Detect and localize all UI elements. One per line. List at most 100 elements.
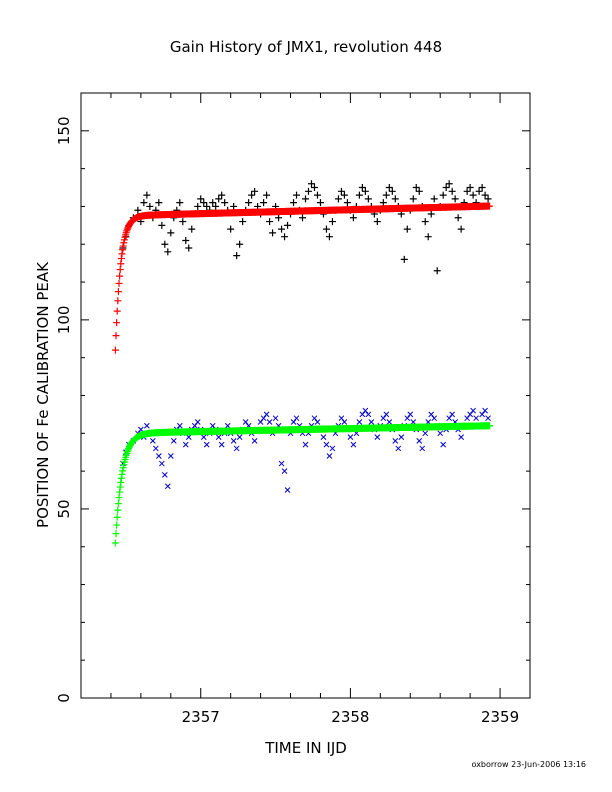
data-point-blue xyxy=(230,438,237,444)
fit-point-green xyxy=(113,521,121,529)
data-point-blue xyxy=(359,411,366,418)
data-point-blue xyxy=(440,441,447,448)
fit-point-red xyxy=(111,346,119,354)
data-point-blue xyxy=(311,415,318,422)
data-point-black xyxy=(343,199,351,207)
data-point-black xyxy=(322,225,330,233)
data-point-black xyxy=(412,184,420,192)
data-point-black xyxy=(197,195,205,203)
data-point-black xyxy=(334,195,342,203)
data-point-black xyxy=(212,202,220,210)
data-point-black xyxy=(176,199,184,207)
footer-credit: oxborrow 23-Jun-2006 13:16 xyxy=(472,760,586,769)
fit-point-green xyxy=(486,422,494,430)
data-point-blue xyxy=(326,453,333,459)
data-point-blue xyxy=(386,419,393,425)
data-point-blue xyxy=(446,415,453,422)
data-point-black xyxy=(391,195,399,203)
data-point-black xyxy=(337,187,345,195)
data-point-black xyxy=(325,233,333,241)
data-point-blue xyxy=(341,419,348,425)
data-point-blue xyxy=(260,415,267,422)
data-point-blue xyxy=(266,419,273,425)
data-point-black xyxy=(448,187,456,195)
data-point-blue xyxy=(404,415,411,422)
data-point-blue xyxy=(428,411,435,418)
data-point-black xyxy=(433,267,441,275)
data-point-blue xyxy=(449,411,456,418)
data-point-blue xyxy=(347,434,354,440)
data-point-black xyxy=(307,180,315,188)
data-point-black xyxy=(358,184,366,192)
data-point-blue xyxy=(380,415,387,422)
data-point-blue xyxy=(392,438,399,444)
data-point-black xyxy=(475,187,483,195)
data-point-blue xyxy=(407,411,414,418)
data-point-blue xyxy=(164,483,171,490)
data-point-black xyxy=(290,199,298,207)
data-point-blue xyxy=(218,441,225,448)
data-point-blue xyxy=(485,415,491,422)
fit-point-red xyxy=(112,332,120,340)
data-point-blue xyxy=(464,415,470,422)
data-point-black xyxy=(385,184,393,192)
data-point-blue xyxy=(209,422,216,429)
data-point-black xyxy=(179,218,187,226)
data-point-blue xyxy=(281,468,288,474)
data-point-blue xyxy=(350,441,357,448)
data-point-blue xyxy=(338,415,345,422)
data-point-blue xyxy=(257,419,264,425)
data-point-black xyxy=(469,191,477,199)
data-point-black xyxy=(260,199,268,207)
data-point-black xyxy=(328,218,336,226)
data-point-blue xyxy=(431,415,438,422)
data-point-blue xyxy=(185,434,192,440)
data-point-blue xyxy=(422,430,429,437)
data-point-blue xyxy=(143,422,150,429)
data-point-blue xyxy=(224,422,231,429)
data-point-blue xyxy=(458,434,465,440)
fit-point-red xyxy=(486,202,494,210)
fit-point-red xyxy=(116,272,124,280)
fit-point-red xyxy=(113,319,121,327)
data-point-blue xyxy=(161,472,168,478)
axes: 0 50 100 150 2357 2358 2359 xyxy=(55,92,531,726)
data-point-blue xyxy=(251,438,258,444)
data-point-blue xyxy=(263,411,270,418)
data-point-black xyxy=(355,191,363,199)
data-point-blue xyxy=(236,434,243,440)
data-point-black xyxy=(188,225,196,233)
data-point-black xyxy=(302,195,309,203)
data-point-black xyxy=(430,195,438,203)
data-point-blue xyxy=(167,453,174,459)
data-point-black xyxy=(427,210,435,218)
x-tick-label: 2358 xyxy=(331,708,369,726)
data-point-blue xyxy=(395,445,402,452)
data-point-black xyxy=(316,199,324,207)
data-point-black xyxy=(194,202,202,210)
data-point-blue xyxy=(482,407,488,414)
data-point-black xyxy=(251,187,259,195)
data-point-black xyxy=(313,191,321,199)
data-point-blue xyxy=(437,430,444,437)
data-point-blue xyxy=(152,445,159,452)
data-point-blue xyxy=(293,415,300,422)
data-point-black xyxy=(310,184,318,192)
data-point-blue xyxy=(290,419,297,425)
y-tick-label: 0 xyxy=(55,693,73,703)
data-point-black xyxy=(299,214,307,222)
data-point-black xyxy=(230,202,238,210)
data-point-blue xyxy=(314,419,321,425)
data-point-blue xyxy=(467,411,473,418)
fit-point-green xyxy=(114,500,122,508)
y-axis-label: POSITION OF Fe CALIBRATION PEAK xyxy=(34,261,52,528)
data-point-black xyxy=(421,218,429,226)
data-point-blue xyxy=(329,445,336,452)
fit-point-green xyxy=(111,539,119,547)
chart-title: Gain History of JMX1, revolution 448 xyxy=(170,38,442,56)
data-point-black xyxy=(484,195,492,203)
data-point-black xyxy=(269,229,277,237)
data-point-black xyxy=(463,187,471,195)
data-point-black xyxy=(278,225,286,233)
data-point-black xyxy=(161,240,169,248)
